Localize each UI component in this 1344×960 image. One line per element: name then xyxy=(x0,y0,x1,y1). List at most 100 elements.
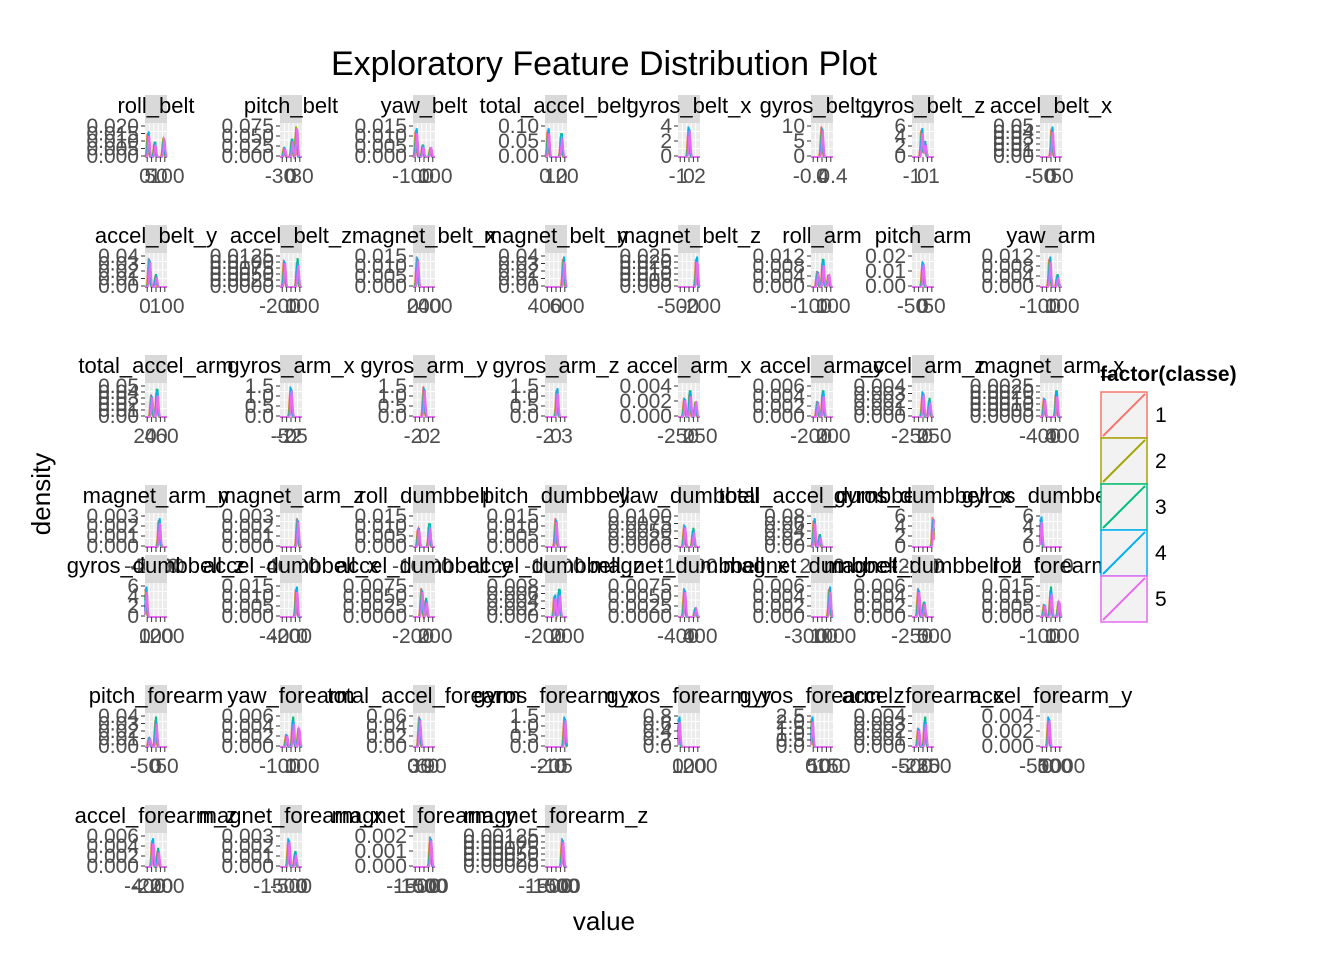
strip-background xyxy=(145,355,167,383)
y-tick-label: 0.0000 xyxy=(608,535,672,558)
y-tick-label: 0.0125 xyxy=(210,245,274,268)
facet-panel-total_accel_arm: total_accel_arm0.050.040.030.020.010.002… xyxy=(78,353,233,448)
strip-background xyxy=(145,555,167,583)
strip-label: roll_belt xyxy=(117,93,194,118)
strip-label: accel_arm_z xyxy=(861,353,986,378)
strip-background xyxy=(678,485,700,513)
strip-label: magnet_belt_x xyxy=(352,223,496,248)
y-tick-label: 0.00125 xyxy=(463,825,539,848)
strip-label: gyros_dumbbell_x xyxy=(834,483,1013,508)
density-line-class-5 xyxy=(413,390,435,418)
facet-panel-accel_dumbbell_z: accel_dumbbell_z0.0080.0060.0040.0020.00… xyxy=(468,553,644,648)
x-tick-label: 200 xyxy=(149,875,184,898)
y-tick-label: 0.002 xyxy=(853,720,906,743)
y-tick-label: 0.02 xyxy=(98,260,139,283)
y-tick-label: 0.000 xyxy=(853,735,906,758)
x-tick-label: 5 xyxy=(561,755,573,778)
density-line-class-5 xyxy=(545,393,567,418)
y-tick-label: 0.010 xyxy=(86,130,139,153)
y-tick-label: 0.0025 xyxy=(608,595,672,618)
facet-panel-magnet_belt_z: magnet_belt_z0.0250.0200.0150.0100.0050.… xyxy=(617,223,761,318)
x-tick-label: 2 xyxy=(291,425,303,448)
facet-panel-gyros_forearm_z: gyros_forearm_z2.52.01.51.00.50.00501001… xyxy=(739,683,904,778)
x-tick-label: 0 xyxy=(550,425,562,448)
x-tick-label: 100 xyxy=(284,295,319,318)
x-tick-label: -100 xyxy=(790,295,832,318)
y-tick-label: 0.015 xyxy=(221,575,274,598)
y-tick-label: 1.0 xyxy=(378,385,407,408)
y-tick-label: 0.003 xyxy=(86,505,139,528)
x-tick-label: 1000 xyxy=(810,625,857,648)
x-tick-label: 50 xyxy=(144,165,167,188)
y-tick-label: 0.0025 xyxy=(608,528,672,551)
legend-item-4: 4 xyxy=(1100,529,1167,577)
x-tick-label: 0 xyxy=(917,295,929,318)
x-tick-label: -100 xyxy=(1019,295,1061,318)
x-tick-label: -50 xyxy=(130,755,160,778)
legend-key-line xyxy=(1102,531,1146,575)
x-tick-label: 200 xyxy=(682,755,717,778)
x-tick-label: -200 xyxy=(259,295,301,318)
y-tick-label: 0.0050 xyxy=(608,520,672,543)
y-axis-label: density xyxy=(26,453,56,535)
strip-background xyxy=(145,685,167,713)
x-tick-label: 0 xyxy=(805,755,817,778)
y-tick-label: 0.005 xyxy=(354,135,407,158)
x-tick-label: -200 xyxy=(790,425,832,448)
x-tick-label: 0 xyxy=(1045,625,1057,648)
y-tick-label: 0.0 xyxy=(510,735,539,758)
y-tick-label: 0.020 xyxy=(619,251,672,274)
x-tick-label: 30 xyxy=(290,165,313,188)
x-tick-label: 0 xyxy=(285,295,297,318)
legend-key-line xyxy=(1102,485,1146,529)
y-tick-label: 0.001 xyxy=(853,398,906,421)
strip-background xyxy=(912,685,934,713)
y-tick-label: 0.01 xyxy=(498,268,539,291)
x-tick-label: -1500 xyxy=(253,875,307,898)
density-line-class-5 xyxy=(280,128,302,160)
y-tick-label: 0.01 xyxy=(98,268,139,291)
x-tick-label: -3000 xyxy=(784,625,838,648)
y-tick-label: 0.015 xyxy=(619,257,672,280)
y-tick-label: 0.004 xyxy=(486,590,539,613)
y-tick-label: 1.0 xyxy=(245,385,274,408)
facet-panel-accel_dumbbell_x: accel_dumbbell_x0.0150.0100.0050.000-400… xyxy=(203,553,379,648)
legend-label: 4 xyxy=(1155,542,1167,565)
x-tick-label: -20 xyxy=(530,755,560,778)
x-tick-label: 0 xyxy=(418,625,430,648)
strip-background xyxy=(912,225,934,253)
y-tick-label: 0.000 xyxy=(354,855,407,878)
x-tick-label: -2 xyxy=(404,425,423,448)
strip-label: gyros_belt_x xyxy=(627,93,752,118)
y-tick-label: 2 xyxy=(894,135,906,158)
strip-label: accel_dumbbell_z xyxy=(468,553,644,578)
y-tick-label: 0.000 xyxy=(752,405,805,428)
x-tick-label: -1500 xyxy=(386,875,440,898)
strip-label: magnet_arm_z xyxy=(218,483,365,508)
strip-label: magnet_forearm_z xyxy=(464,803,649,828)
y-tick-label: 0.04 xyxy=(98,245,139,268)
y-tick-label: 0.001 xyxy=(221,525,274,548)
x-tick-label: 0 xyxy=(1041,755,1053,778)
strip-label: yaw_dumbbell xyxy=(619,483,760,508)
y-tick-label: 0.002 xyxy=(981,720,1034,743)
y-tick-label: 0.000 xyxy=(221,535,274,558)
y-tick-label: 0.0100 xyxy=(608,505,672,528)
y-tick-label: 0.004 xyxy=(853,375,906,398)
x-tick-label: -2 xyxy=(276,425,295,448)
x-tick-label: 0 xyxy=(139,295,151,318)
density-line-class-5 xyxy=(280,841,302,868)
y-tick-label: 0.00075 xyxy=(463,837,539,860)
y-tick-label: 1.5 xyxy=(245,375,274,398)
y-tick-label: 2 xyxy=(1022,525,1034,548)
y-tick-label: 0.004 xyxy=(853,585,906,608)
strip-label: gyros_forearm_z xyxy=(739,683,904,708)
y-tick-label: 0.010 xyxy=(354,125,407,148)
y-tick-label: 0 xyxy=(894,535,906,558)
strip-background xyxy=(811,685,833,713)
y-tick-label: 0.02 xyxy=(98,720,139,743)
